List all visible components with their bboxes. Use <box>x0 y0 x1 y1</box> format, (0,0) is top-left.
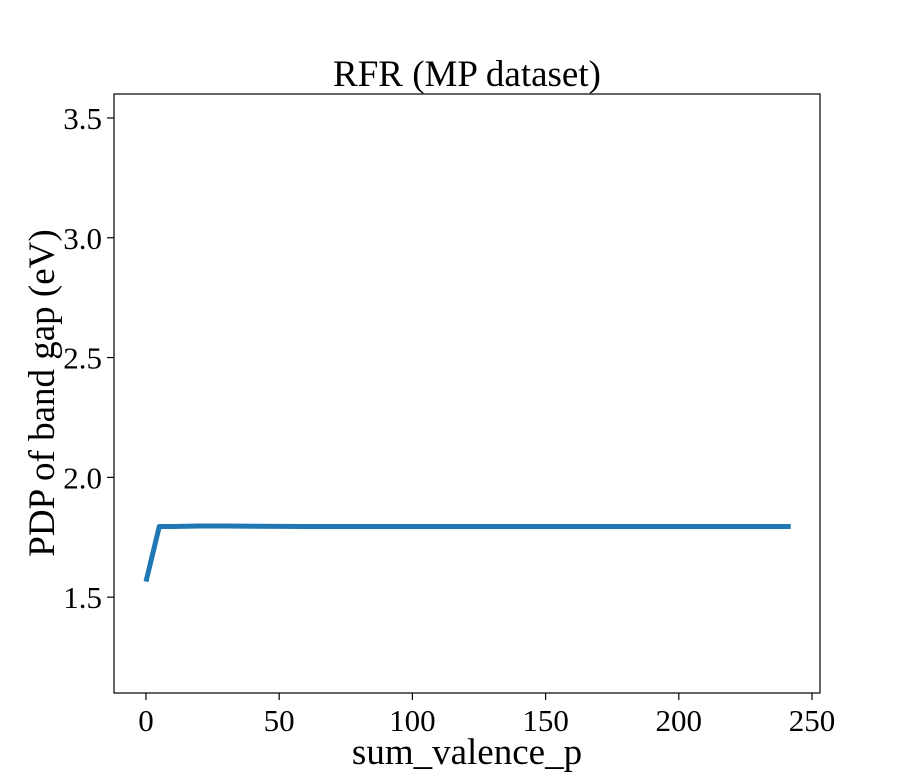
plot-area: 0 50 100 150 200 250 1.5 2.0 2.5 3.0 3.5 <box>63 93 836 738</box>
chart-title: RFR (MP dataset) <box>333 54 601 95</box>
y-tick-label: 1.5 <box>63 580 102 615</box>
series-line-0 <box>143 523 791 583</box>
x-tick-label: 250 <box>789 703 836 738</box>
x-tick-label: 100 <box>389 703 436 738</box>
x-tick-label: 0 <box>138 703 154 738</box>
x-tick-label: 200 <box>656 703 703 738</box>
y-tick-label: 2.0 <box>63 460 102 495</box>
x-tick-label: 50 <box>264 703 295 738</box>
x-tick-label: 150 <box>522 703 569 738</box>
y-tick-label: 3.5 <box>63 101 102 136</box>
x-axis-label: sum_valence_p <box>352 732 582 773</box>
plot-frame <box>113 93 821 694</box>
y-tick-label: 2.5 <box>63 341 102 376</box>
y-tick-label: 3.0 <box>63 221 102 256</box>
y-axis-label: PDP of band gap (eV) <box>22 229 63 556</box>
